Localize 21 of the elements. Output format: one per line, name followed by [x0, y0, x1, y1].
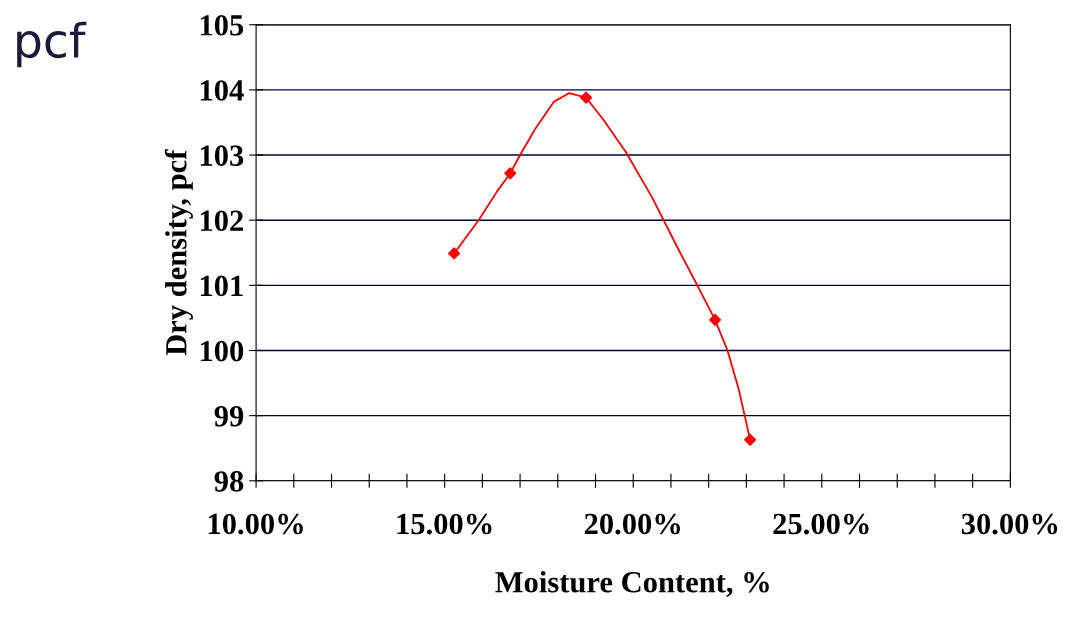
y-tick-label: 105: [200, 15, 244, 36]
point: [504, 167, 517, 180]
y-tick-label: 103: [200, 145, 244, 166]
point: [580, 91, 593, 104]
y-tick-label: 102: [200, 210, 243, 232]
y-tick-label: 100: [200, 340, 244, 362]
y-tick-label: 104: [200, 80, 244, 101]
x-tick-label: 30.00%: [961, 513, 1058, 535]
x-tick-label: 20.00%: [584, 513, 681, 535]
point: [708, 313, 722, 326]
x-tick-label: 10.00%: [208, 513, 303, 535]
x-axis-title: Moisture Content, %: [495, 571, 769, 597]
y-tick-label: 98: [214, 471, 244, 492]
y-tick-label: 101: [200, 275, 243, 297]
x-tick-label: 25.00%: [773, 513, 869, 535]
point: [448, 247, 461, 260]
y-tick-label: 99: [214, 406, 244, 427]
x-tick-label: 15.00%: [397, 513, 492, 535]
text: pcf: [17, 21, 87, 68]
point: [744, 433, 757, 446]
y-axis-title: Dry density, pcf: [164, 149, 193, 356]
